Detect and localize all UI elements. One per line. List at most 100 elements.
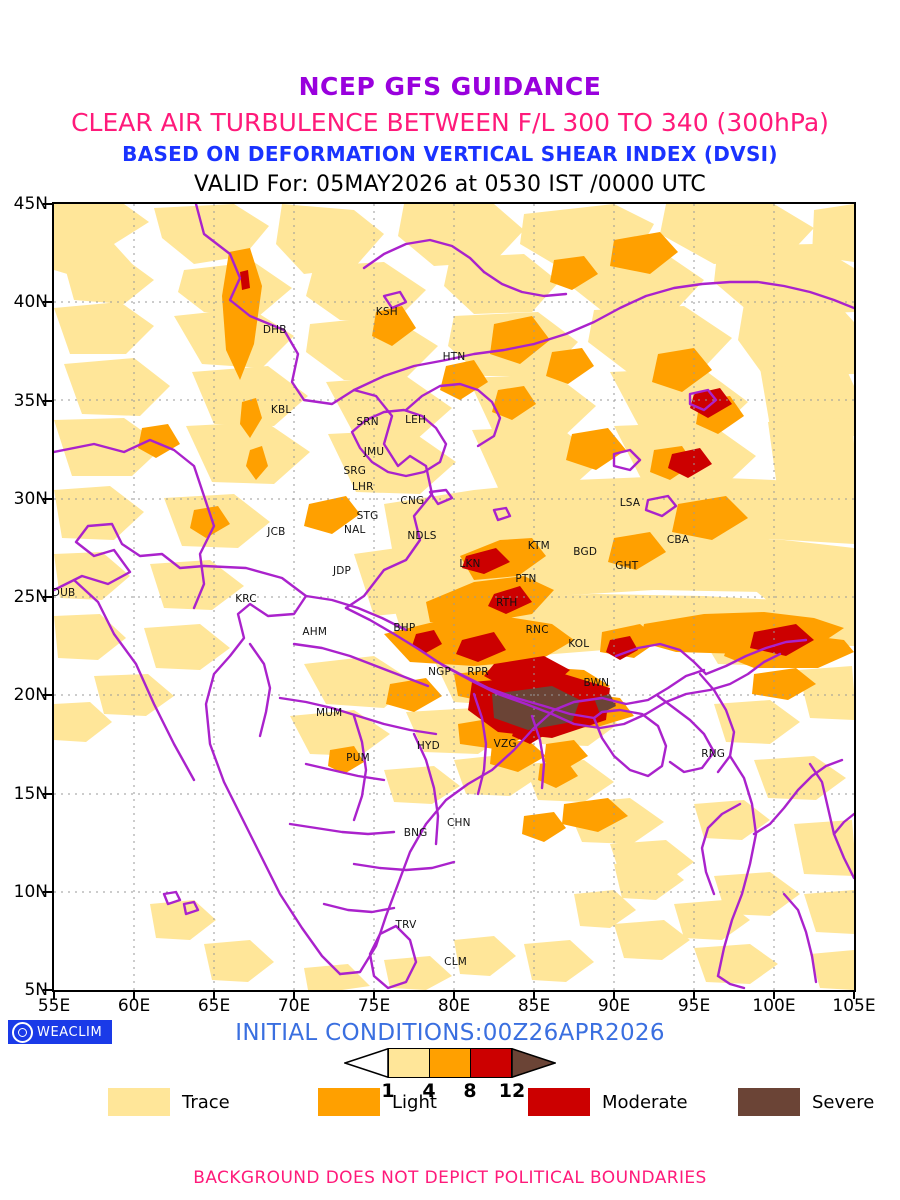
lon-tick-mark <box>373 990 375 999</box>
colorbar-left-arrow <box>344 1048 388 1078</box>
city-label-ngp: NGP <box>428 665 452 678</box>
lon-tick-65e: 65E <box>197 996 231 1016</box>
map-contour-canvas <box>54 204 854 990</box>
subtitle-dvsi-basis: BASED ON DEFORMATION VERTICAL SHEAR INDE… <box>122 142 778 166</box>
city-label-dub: DUB <box>52 587 76 600</box>
city-label-rng: RNG <box>701 748 726 761</box>
city-label-kbl: KBL <box>270 404 292 417</box>
city-label-pum: PUM <box>346 752 370 765</box>
city-label-srn: SRN <box>356 416 379 429</box>
lat-tick-mark <box>43 203 52 205</box>
lat-tick-mark <box>43 301 52 304</box>
weaclim-label: WEACLIM <box>37 1024 103 1040</box>
colorbar-tick-12: 12 <box>498 1080 526 1102</box>
copyright-circle-icon <box>12 1021 33 1043</box>
valid-time-label: VALID For: 05MAY2026 at 0530 IST /0000 U… <box>194 172 706 197</box>
city-label-jcb: JCB <box>267 526 286 539</box>
subtitle-cat-range: CLEAR AIR TURBULENCE BETWEEN F/L 300 TO … <box>71 108 829 137</box>
city-label-rth: RTH <box>496 596 518 609</box>
legend-swatch-light <box>318 1088 380 1116</box>
city-label-bgd: BGD <box>573 545 598 558</box>
lon-tick-75e: 75E <box>357 996 391 1016</box>
lon-tick-80e: 80E <box>437 996 471 1016</box>
colorbar-tick-4: 4 <box>422 1080 436 1102</box>
city-label-chn: CHN <box>446 816 471 829</box>
boundary-lines <box>54 204 854 990</box>
city-label-ndls: NDLS <box>407 530 437 543</box>
city-label-leh: LEH <box>405 414 427 427</box>
city-label-ktm: KTM <box>527 539 550 552</box>
lat-tick-40n: 40N <box>13 292 48 313</box>
city-label-hyd: HYD <box>416 740 440 753</box>
disclaimer-note: BACKGROUND DOES NOT DEPICT POLITICAL BOU… <box>193 1168 707 1188</box>
lon-tick-85e: 85E <box>517 996 551 1016</box>
city-label-kol: KOL <box>568 638 590 651</box>
lon-tick-100e: 100E <box>752 996 796 1016</box>
lat-tick-10n: 10N <box>13 881 48 902</box>
lon-tick-mark <box>453 990 455 999</box>
lat-tick-45n: 45N <box>13 194 48 214</box>
colorbar-tick-8: 8 <box>463 1080 477 1102</box>
city-label-clm: CLM <box>444 956 468 969</box>
lat-tick-mark <box>43 694 52 697</box>
page-title: NCEP GFS GUIDANCE <box>298 72 602 101</box>
colorbar-segment-1 <box>430 1049 471 1077</box>
lon-tick-mark <box>613 990 615 999</box>
city-label-trv: TRV <box>395 919 417 932</box>
legend-swatch-moderate <box>528 1088 590 1116</box>
city-label-bng: BNG <box>403 826 428 839</box>
lon-tick-95e: 95E <box>677 996 711 1016</box>
city-label-ksh: KSH <box>375 306 398 319</box>
legend-item-moderate: Moderate <box>528 1088 688 1116</box>
colorbar-tick-1: 1 <box>381 1080 395 1102</box>
lat-tick-20n: 20N <box>13 685 48 706</box>
colorbar-segment-0 <box>389 1049 430 1077</box>
lon-tick-mark <box>533 990 535 999</box>
lat-tick-mark <box>43 596 52 598</box>
lon-tick-mark <box>773 990 775 999</box>
lat-tick-25n: 25N <box>13 587 48 607</box>
city-label-vzg: VZG <box>493 738 517 751</box>
lat-tick-mark <box>43 792 52 795</box>
cat-forecast-map: DUB KRC KBL DHB JCB JDP NAL SRG LHR STG JMU SRN LEH K… <box>52 202 856 992</box>
city-label-ght: GHT <box>615 559 639 572</box>
initial-conditions-label: INITIAL CONDITIONS:00Z26APR2026 <box>235 1020 665 1046</box>
lon-tick-55e: 55E <box>37 996 71 1016</box>
lon-tick-70e: 70E <box>277 996 311 1016</box>
lat-tick-mark <box>43 989 52 991</box>
colorbar-segments <box>388 1048 512 1078</box>
city-label-lkn: LKN <box>459 557 481 570</box>
severity-legend: Trace Light Moderate Severe <box>0 1088 900 1122</box>
lon-tick-mark <box>693 990 695 999</box>
lon-tick-60e: 60E <box>117 996 151 1016</box>
city-label-stg: STG <box>356 510 379 523</box>
lat-tick-30n: 30N <box>13 488 48 509</box>
contour-layer-trace <box>54 204 854 990</box>
city-label-krc: KRC <box>235 592 257 605</box>
legend-swatch-severe <box>738 1088 800 1116</box>
legend-label-light: Light <box>392 1091 437 1113</box>
map-gridlines <box>54 204 854 990</box>
legend-item-light: Light <box>318 1088 437 1116</box>
city-label-jdp: JDP <box>332 565 352 578</box>
city-label-cng: CNG <box>400 494 425 507</box>
lon-tick-mark <box>213 990 215 999</box>
lat-tick-mark <box>43 890 52 893</box>
legend-label-trace: Trace <box>182 1091 230 1113</box>
lat-tick-mark <box>43 497 52 500</box>
city-label-jmu: JMU <box>363 445 385 458</box>
city-label-rpr: RPR <box>467 665 489 678</box>
legend-item-trace: Trace <box>108 1088 230 1116</box>
legend-item-severe: Severe <box>738 1088 874 1116</box>
lon-tick-mark <box>133 990 135 999</box>
city-label-srg: SRG <box>343 465 367 478</box>
lon-tick-90e: 90E <box>597 996 631 1016</box>
lat-tick-mark <box>43 399 52 402</box>
lon-tick-mark <box>293 990 295 999</box>
lat-tick-15n: 15N <box>13 783 48 804</box>
legend-label-severe: Severe <box>812 1091 875 1113</box>
city-label-lsa: LSA <box>619 496 641 509</box>
city-label-mum: MUM <box>315 706 343 719</box>
city-label-ahm: AHM <box>302 626 328 639</box>
city-label-dhb: DHB <box>262 323 287 336</box>
